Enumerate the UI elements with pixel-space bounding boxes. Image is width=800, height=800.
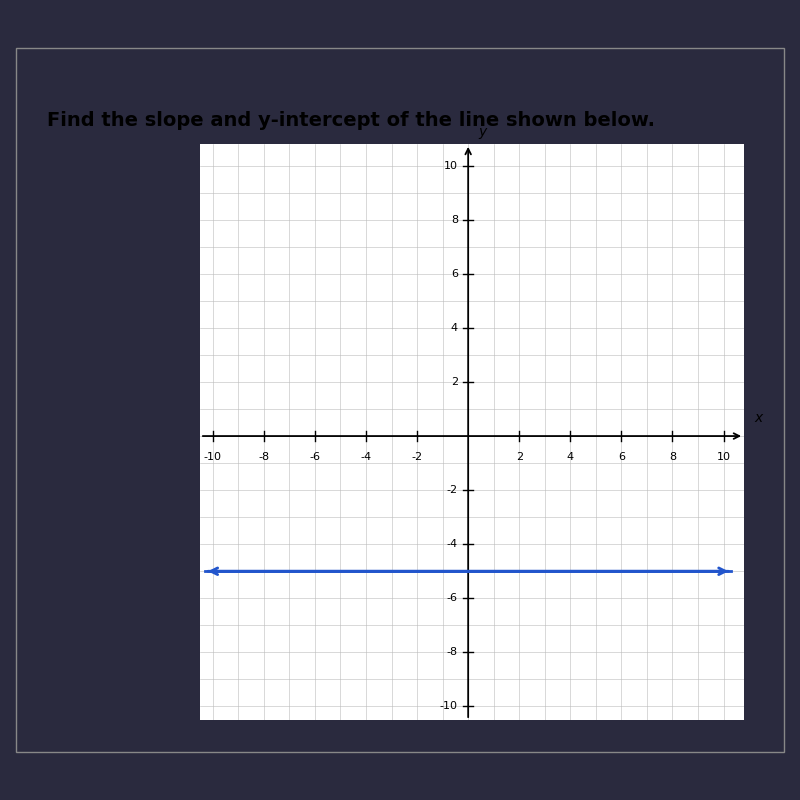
Text: 10: 10 (717, 452, 730, 462)
Text: 4: 4 (451, 323, 458, 333)
Text: -8: -8 (447, 647, 458, 658)
Text: 8: 8 (669, 452, 676, 462)
Text: y: y (478, 125, 486, 138)
Text: -2: -2 (447, 485, 458, 495)
Text: -4: -4 (361, 452, 371, 462)
Text: 8: 8 (451, 214, 458, 225)
Text: 4: 4 (566, 452, 574, 462)
Text: 6: 6 (451, 269, 458, 279)
Text: -6: -6 (310, 452, 321, 462)
Text: 6: 6 (618, 452, 625, 462)
Text: Find the slope and y-intercept of the line shown below.: Find the slope and y-intercept of the li… (46, 111, 654, 130)
Text: -8: -8 (258, 452, 270, 462)
Text: -6: -6 (447, 594, 458, 603)
Text: 10: 10 (444, 161, 458, 170)
Text: x: x (754, 411, 762, 426)
Text: -10: -10 (204, 452, 222, 462)
Text: -2: -2 (411, 452, 422, 462)
Text: -4: -4 (447, 539, 458, 550)
Text: -10: -10 (440, 702, 458, 711)
Text: 2: 2 (451, 377, 458, 387)
Text: 2: 2 (516, 452, 523, 462)
